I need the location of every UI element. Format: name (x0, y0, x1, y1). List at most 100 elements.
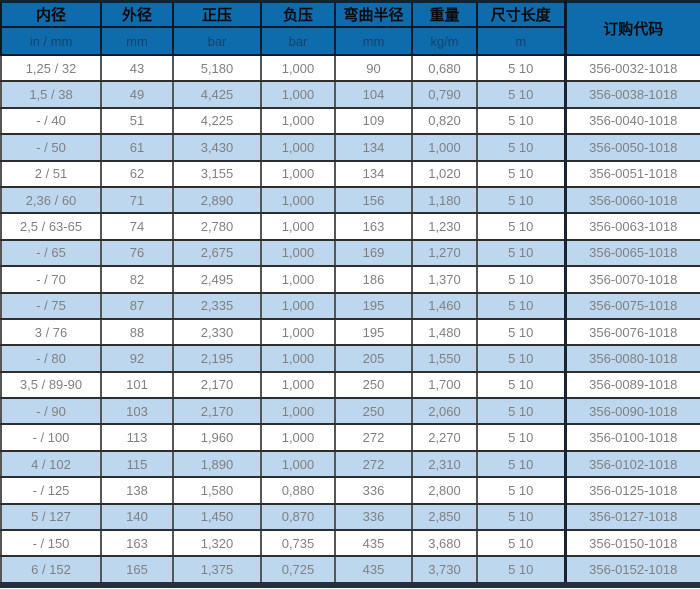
cell-bend-radius: 104 (334, 80, 413, 109)
cell-bend-radius: 336 (334, 476, 413, 505)
cell-length: 5 10 (476, 449, 566, 479)
cell-negative-pressure: 1,000 (260, 53, 336, 83)
cell-inner-diameter: - / 50 (0, 133, 102, 162)
cell-length: 5 10 (476, 344, 566, 373)
cell-length: 5 10 (476, 317, 566, 347)
header-bend-radius: 弯曲半径 (334, 0, 413, 28)
unit-bend-radius: mm (334, 26, 413, 56)
table-header: 内径 外径 正压 负压 弯曲半径 重量 尺寸长度 订购代码 in / mm mm… (0, 0, 700, 56)
table-row: 1,25 / 32 43 5,180 1,000 90 0,680 5 10 356-0032… (0, 53, 700, 83)
cell-order-code: 356-0038-1018 (563, 80, 700, 109)
cell-outer-diameter: 101 (100, 370, 174, 400)
cell-length: 5 10 (476, 185, 566, 215)
cell-weight: 1,370 (411, 265, 478, 294)
header-order-code: 订购代码 (563, 0, 700, 56)
cell-order-code: 356-0065-1018 (563, 238, 700, 268)
cell-positive-pressure: 3,430 (172, 133, 262, 162)
cell-negative-pressure: 1,000 (260, 265, 336, 294)
table-row: - / 50 61 3,430 1,000 134 1,000 5 10 356-0050-1… (0, 133, 700, 162)
cell-length: 5 10 (476, 133, 566, 162)
cell-weight: 2,060 (411, 397, 478, 426)
cell-negative-pressure: 1,000 (260, 317, 336, 347)
cell-positive-pressure: 2,890 (172, 185, 262, 215)
cell-negative-pressure: 1,000 (260, 449, 336, 479)
cell-negative-pressure: 1,000 (260, 185, 336, 215)
cell-positive-pressure: 1,580 (172, 476, 262, 505)
cell-outer-diameter: 163 (100, 529, 174, 558)
cell-weight: 1,230 (411, 212, 478, 241)
cell-order-code: 356-0063-1018 (563, 212, 700, 241)
cell-weight: 1,270 (411, 238, 478, 268)
cell-order-code: 356-0100-1018 (563, 423, 700, 452)
cell-length: 5 10 (476, 80, 566, 109)
cell-weight: 2,310 (411, 449, 478, 479)
cell-bend-radius: 435 (334, 555, 413, 586)
cell-weight: 0,680 (411, 53, 478, 83)
cell-outer-diameter: 138 (100, 476, 174, 505)
table-row: 3,5 / 89-90 101 2,170 1,000 250 1,700 5 10 356-… (0, 370, 700, 400)
cell-negative-pressure: 1,000 (260, 291, 336, 320)
cell-negative-pressure: 1,000 (260, 80, 336, 109)
cell-inner-diameter: 5 / 127 (0, 502, 102, 532)
table-row: - / 80 92 2,195 1,000 205 1,550 5 10 356-0080-1… (0, 344, 700, 373)
cell-weight: 1,700 (411, 370, 478, 400)
cell-outer-diameter: 43 (100, 53, 174, 83)
cell-inner-diameter: 3,5 / 89-90 (0, 370, 102, 400)
cell-inner-diameter: - / 70 (0, 265, 102, 294)
cell-negative-pressure: 1,000 (260, 370, 336, 400)
table-row: - / 70 82 2,495 1,000 186 1,370 5 10 356-0070-1… (0, 265, 700, 294)
cell-inner-diameter: - / 125 (0, 476, 102, 505)
cell-outer-diameter: 51 (100, 106, 174, 136)
cell-weight: 0,820 (411, 106, 478, 136)
cell-weight: 1,000 (411, 133, 478, 162)
cell-outer-diameter: 103 (100, 397, 174, 426)
cell-negative-pressure: 1,000 (260, 159, 336, 188)
cell-positive-pressure: 4,425 (172, 80, 262, 109)
table-row: 4 / 102 115 1,890 1,000 272 2,310 5 10 356-0102… (0, 449, 700, 479)
cell-length: 5 10 (476, 476, 566, 505)
cell-negative-pressure: 1,000 (260, 133, 336, 162)
cell-bend-radius: 195 (334, 317, 413, 347)
cell-outer-diameter: 61 (100, 133, 174, 162)
header-label-row: 内径 外径 正压 负压 弯曲半径 重量 尺寸长度 订购代码 (0, 0, 700, 56)
cell-length: 5 10 (476, 370, 566, 400)
cell-negative-pressure: 1,000 (260, 106, 336, 136)
cell-bend-radius: 435 (334, 529, 413, 558)
cell-weight: 1,020 (411, 159, 478, 188)
cell-length: 5 10 (476, 423, 566, 452)
cell-length: 5 10 (476, 212, 566, 241)
cell-positive-pressure: 1,320 (172, 529, 262, 558)
table-row: 2 / 51 62 3,155 1,000 134 1,020 5 10 356-0051-1… (0, 159, 700, 188)
cell-order-code: 356-0152-1018 (563, 555, 700, 586)
header-outer-diameter: 外径 (100, 0, 174, 28)
cell-length: 5 10 (476, 555, 566, 586)
cell-negative-pressure: 0,880 (260, 476, 336, 505)
cell-inner-diameter: - / 65 (0, 238, 102, 268)
cell-bend-radius: 134 (334, 133, 413, 162)
cell-order-code: 356-0080-1018 (563, 344, 700, 373)
cell-outer-diameter: 62 (100, 159, 174, 188)
cell-positive-pressure: 2,170 (172, 370, 262, 400)
cell-inner-diameter: - / 100 (0, 423, 102, 452)
cell-weight: 1,550 (411, 344, 478, 373)
cell-bend-radius: 250 (334, 370, 413, 400)
cell-order-code: 356-0050-1018 (563, 133, 700, 162)
cell-positive-pressure: 1,375 (172, 555, 262, 586)
cell-length: 5 10 (476, 238, 566, 268)
table-row: 1,5 / 38 49 4,425 1,000 104 0,790 5 10 356-0038… (0, 80, 700, 109)
cell-order-code: 356-0040-1018 (563, 106, 700, 136)
table-row: 6 / 152 165 1,375 0,725 435 3,730 5 10 356-0152… (0, 555, 700, 586)
cell-bend-radius: 250 (334, 397, 413, 426)
cell-positive-pressure: 3,155 (172, 159, 262, 188)
cell-bend-radius: 195 (334, 291, 413, 320)
cell-inner-diameter: - / 80 (0, 344, 102, 373)
cell-positive-pressure: 2,195 (172, 344, 262, 373)
cell-length: 5 10 (476, 265, 566, 294)
cell-length: 5 10 (476, 291, 566, 320)
table-row: 2,5 / 63-65 74 2,780 1,000 163 1,230 5 10 356-0… (0, 212, 700, 241)
cell-inner-diameter: - / 90 (0, 397, 102, 426)
cell-outer-diameter: 115 (100, 449, 174, 479)
cell-order-code: 356-0089-1018 (563, 370, 700, 400)
